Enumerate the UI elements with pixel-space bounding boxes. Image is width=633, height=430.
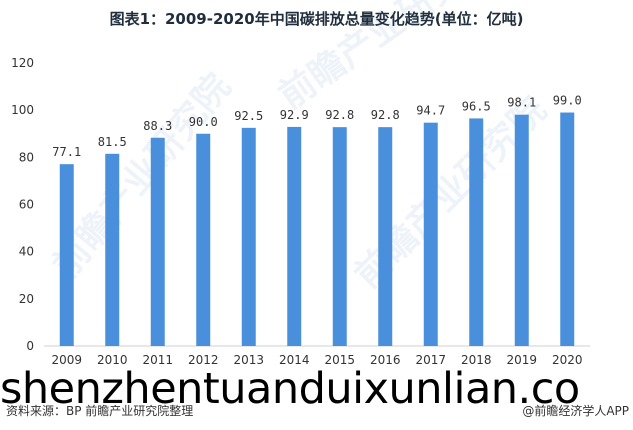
bar <box>514 114 529 347</box>
bar <box>105 153 120 346</box>
bar-chart: 前瞻产业研究院 前瞻产业研究院 前瞻产业研究院 020406080100120 … <box>11 0 590 367</box>
x-tick-label: 2015 <box>324 353 355 367</box>
y-tick-label: 60 <box>19 198 34 212</box>
bar <box>332 127 347 346</box>
x-tick-label: 2019 <box>506 353 537 367</box>
y-tick-label: 80 <box>19 150 34 164</box>
chart-title: 图表1：2009-2020年中国碳排放总量变化趋势(单位：亿吨) <box>109 10 524 28</box>
x-tick-label: 2016 <box>370 353 401 367</box>
bar-value-label: 96.5 <box>462 99 491 113</box>
bar-value-label: 92.9 <box>280 108 309 122</box>
bar <box>241 127 256 347</box>
x-tick-label: 2020 <box>552 353 583 367</box>
data-labels: 77.1 81.5 88.3 90.0 92.5 92.9 92.8 92.8 94.7 96.5… <box>52 94 581 160</box>
bar <box>378 127 393 346</box>
bar <box>423 122 438 346</box>
bar-value-label: 92.8 <box>371 108 400 122</box>
bar-value-label: 94.7 <box>416 104 445 118</box>
bar-value-label: 88.3 <box>143 119 172 133</box>
bar-value-label: 99.0 <box>553 94 582 108</box>
y-axis: 0 20 40 60 80 100 120 <box>11 56 34 353</box>
x-axis: 2009 2010 2011 2012 2013 2014 2015 2016 2017 2018… <box>51 353 582 367</box>
x-tick-label: 2014 <box>279 353 310 367</box>
bar-value-label: 81.5 <box>98 135 127 149</box>
x-tick-label: 2017 <box>415 353 446 367</box>
source-note: 资料来源：BP 前瞻产业研究院整理 <box>6 404 194 418</box>
x-tick-label: 2010 <box>97 353 128 367</box>
x-tick-label: 2012 <box>188 353 219 367</box>
y-tick-label: 100 <box>11 103 34 117</box>
x-tick-label: 2011 <box>142 353 173 367</box>
credit-note: @前瞻经济学人APP <box>522 404 629 418</box>
x-tick-label: 2018 <box>461 353 492 367</box>
bar <box>560 112 575 347</box>
y-tick-label: 120 <box>11 56 34 70</box>
bar <box>469 118 484 346</box>
bar-value-label: 92.5 <box>234 109 263 123</box>
overlay-watermark: shenzhentuanduixunlian.co <box>0 364 580 414</box>
bar-value-label: 92.8 <box>325 108 354 122</box>
x-tick-label: 2009 <box>51 353 82 367</box>
bar <box>150 137 165 346</box>
bar-value-label: 77.1 <box>52 145 81 159</box>
bar-value-label: 98.1 <box>507 96 536 110</box>
y-tick-label: 20 <box>19 292 34 306</box>
bar <box>287 126 302 347</box>
bar <box>196 133 211 346</box>
y-tick-label: 40 <box>19 245 34 259</box>
bars <box>59 112 575 347</box>
y-tick-label: 0 <box>26 339 34 353</box>
x-tick-label: 2013 <box>233 353 264 367</box>
bar <box>59 164 74 346</box>
bar-value-label: 90.0 <box>189 115 218 129</box>
